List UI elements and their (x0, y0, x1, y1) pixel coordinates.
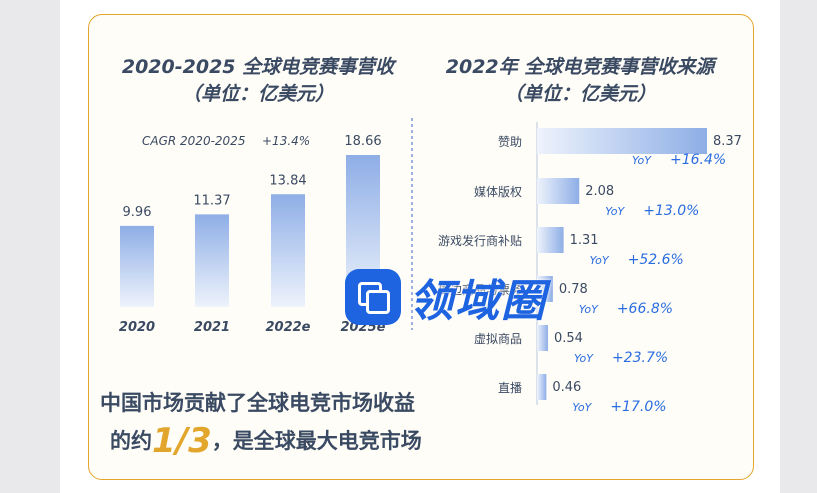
left-chart-title: 2020-2025 全球电竞赛事营收 （单位：亿美元） (108, 54, 408, 108)
x-tick-label: 2020 (119, 320, 155, 335)
category-label: 赞助 (498, 135, 522, 149)
yoy-label: YoY (605, 205, 625, 218)
footer-fraction: 1/3 (152, 421, 212, 461)
right-chart-unit: （单位：亿美元） (503, 83, 656, 105)
watermark-text: 领域圈 (409, 276, 547, 327)
category-label: 虚拟商品 (474, 331, 522, 346)
yoy-label: YoY (579, 303, 599, 316)
bar-2020 (120, 225, 154, 307)
yoy-value: +16.4% (670, 152, 726, 168)
yoy-value: +66.8% (617, 301, 673, 317)
x-tick-label: 2022e (266, 320, 311, 335)
bar-2022e (271, 194, 305, 307)
left-chart-unit: （单位：亿美元） (181, 83, 334, 105)
watermark: 领域圈 (345, 268, 547, 327)
hbar-4 (537, 325, 548, 351)
left-chart-title-line1: 2020-2025 全球电竞赛事营收 (121, 56, 395, 78)
hbar-value-label: 2.08 (585, 184, 614, 199)
hbar-1 (537, 178, 580, 204)
bar-value-label: 13.84 (269, 173, 306, 188)
bar-value-label: 9.96 (123, 205, 152, 220)
hbar-2 (537, 227, 564, 253)
hbar-0 (537, 128, 707, 154)
hbar-value-label: 1.31 (570, 233, 599, 248)
hbar-value-label: 0.46 (552, 380, 581, 395)
right-chart-title: 2022年 全球电竞赛事营收来源 （单位：亿美元） (430, 54, 730, 108)
footer-line2-prefix: 的约 (110, 429, 152, 453)
yoy-value: +52.6% (628, 252, 684, 268)
x-tick-label: 2021 (194, 320, 230, 335)
yoy-label: YoY (632, 154, 652, 167)
cagr-label: CAGR 2020-2025 (142, 134, 245, 148)
cagr-value: +13.4% (262, 134, 310, 148)
yoy-value: +13.0% (643, 203, 699, 219)
hbar-value-label: 8.37 (713, 134, 742, 149)
footer-line1: 中国市场贡献了全球电竞市场收益 (100, 391, 415, 415)
category-label: 直播 (498, 381, 522, 395)
hbar-3 (537, 276, 553, 302)
bar-value-label: 18.66 (344, 134, 381, 149)
footer-statement: 中国市场贡献了全球电竞市场收益 的约1/3，是全球最大电竞市场 (100, 384, 470, 460)
footer-line2-suffix: ，是全球最大电竞市场 (211, 429, 422, 453)
category-label: 游戏发行商补贴 (438, 233, 522, 248)
right-chart-title-line1: 2022年 全球电竞赛事营收来源 (445, 56, 715, 78)
hbar-value-label: 0.54 (554, 331, 583, 346)
yoy-label: YoY (574, 352, 594, 365)
yoy-value: +23.7% (612, 350, 668, 366)
hbar-value-label: 0.78 (559, 282, 588, 297)
bar-2021 (195, 214, 229, 307)
hbar-5 (537, 374, 547, 400)
category-label: 周边商品与票务 (438, 282, 522, 297)
right-bar-chart: 赞助 8.37 YoY +16.4% 媒体版权 2.08 YoY +13.0% 游戏发行商补贴 1… (438, 128, 742, 415)
watermark-logo-icon (345, 269, 401, 325)
yoy-label: YoY (572, 401, 592, 414)
bar-value-label: 11.37 (193, 193, 230, 208)
category-label: 媒体版权 (474, 185, 522, 199)
footer-line2: 的约1/3，是全球最大电竞市场 (100, 422, 470, 460)
yoy-label: YoY (590, 254, 610, 267)
yoy-value: +17.0% (610, 399, 666, 415)
